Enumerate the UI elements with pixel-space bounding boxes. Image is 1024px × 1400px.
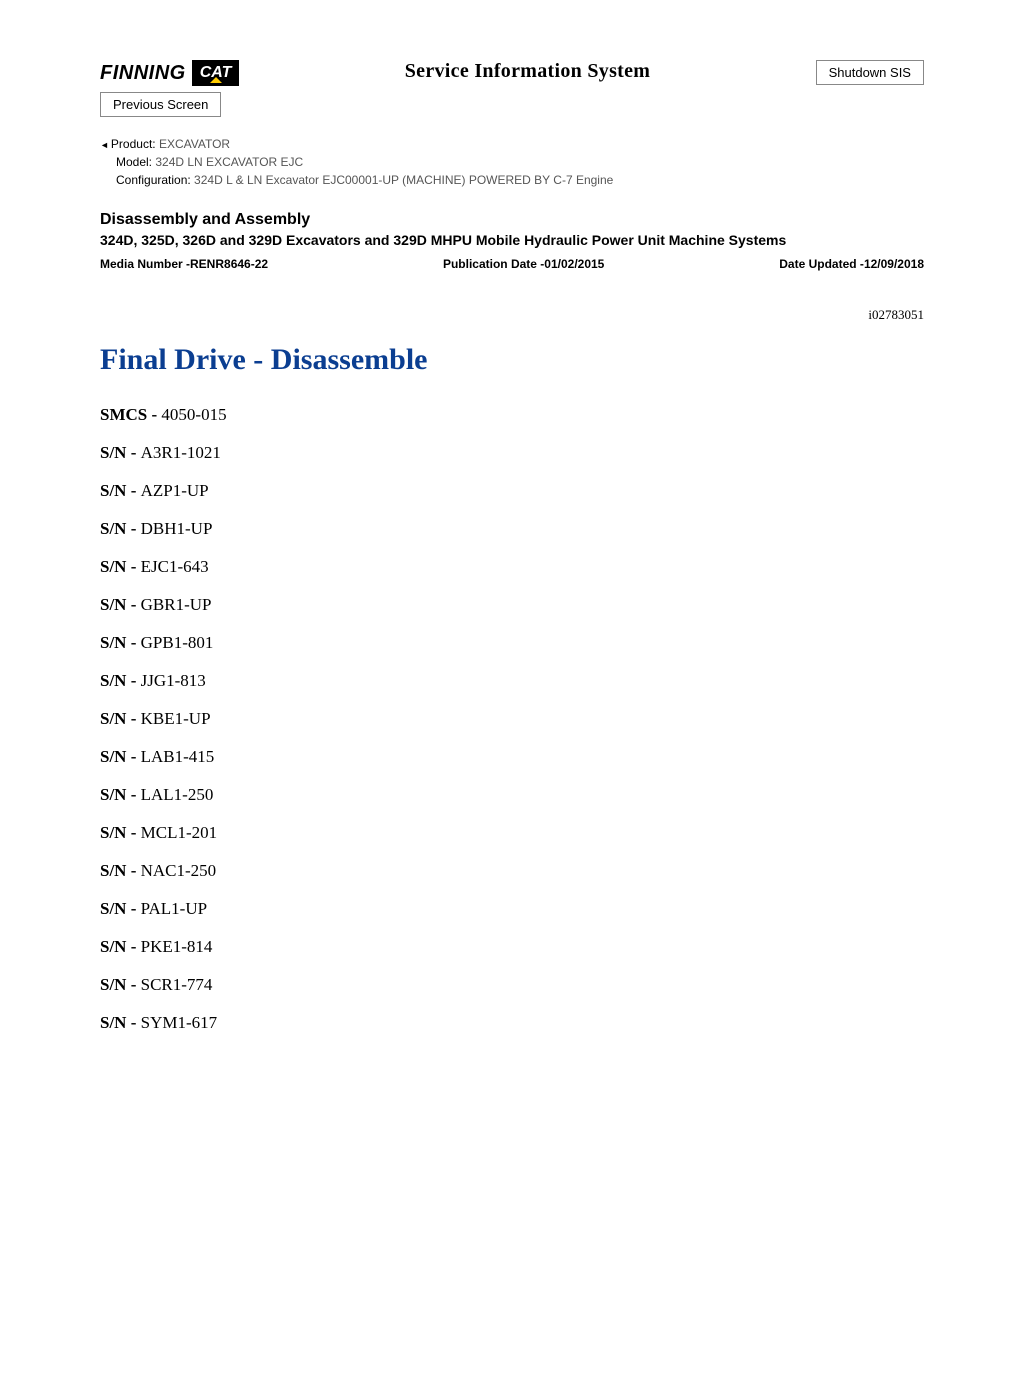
sn-label: S/N - (100, 823, 141, 842)
media-number: Media Number -RENR8646-22 (100, 257, 268, 271)
shutdown-sis-button[interactable]: Shutdown SIS (816, 60, 924, 85)
sn-value: PAL1-UP (141, 899, 207, 918)
media-number-label: Media Number - (100, 257, 190, 271)
sn-line: S/N - MCL1-201 (100, 823, 924, 843)
sn-label: S/N - (100, 861, 141, 880)
top-bar: FINNING CAT Previous Screen Service Info… (100, 60, 924, 117)
top-left-group: FINNING CAT Previous Screen (100, 60, 239, 117)
product-meta-block: Product: EXCAVATOR Model: 324D LN EXCAVA… (100, 137, 924, 187)
sn-value: DBH1-UP (141, 519, 213, 538)
sn-line: S/N - NAC1-250 (100, 861, 924, 881)
sn-line: S/N - LAL1-250 (100, 785, 924, 805)
sn-label: S/N - (100, 481, 141, 500)
sn-label: S/N - (100, 709, 141, 728)
meta-config-value: 324D L & LN Excavator EJC00001-UP (MACHI… (191, 173, 614, 187)
meta-row-config: Configuration: 324D L & LN Excavator EJC… (100, 173, 924, 187)
system-title: Service Information System (405, 60, 651, 83)
sn-line: S/N - AZP1-UP (100, 481, 924, 501)
sn-label: S/N - (100, 1013, 141, 1032)
sn-label: S/N - (100, 443, 141, 462)
page-title: Final Drive - Disassemble (100, 343, 924, 377)
sn-line: S/N - DBH1-UP (100, 519, 924, 539)
sn-line: S/N - GPB1-801 (100, 633, 924, 653)
sn-label: S/N - (100, 633, 141, 652)
sn-line: S/N - EJC1-643 (100, 557, 924, 577)
sn-line: S/N - JJG1-813 (100, 671, 924, 691)
sn-value: SYM1-617 (141, 1013, 218, 1032)
sn-value: NAC1-250 (141, 861, 217, 880)
sn-label: S/N - (100, 785, 141, 804)
sn-value: GPB1-801 (141, 633, 214, 652)
sn-line: S/N - PAL1-UP (100, 899, 924, 919)
previous-screen-button[interactable]: Previous Screen (100, 92, 221, 117)
sn-value: SCR1-774 (141, 975, 213, 994)
date-updated-value: 12/09/2018 (864, 257, 924, 271)
smcs-line: SMCS - 4050-015 (100, 405, 924, 425)
meta-product-value: EXCAVATOR (156, 137, 230, 151)
sn-line: S/N - LAB1-415 (100, 747, 924, 767)
sn-label: S/N - (100, 671, 141, 690)
date-updated: Date Updated -12/09/2018 (779, 257, 924, 271)
sn-value: JJG1-813 (141, 671, 206, 690)
sn-label: S/N - (100, 747, 141, 766)
sn-value: GBR1-UP (141, 595, 212, 614)
sn-rows-container: S/N - A3R1-1021S/N - AZP1-UPS/N - DBH1-U… (100, 443, 924, 1033)
sn-value: AZP1-UP (141, 481, 209, 500)
section-header: Disassembly and Assembly 324D, 325D, 326… (100, 211, 924, 271)
sn-line: S/N - PKE1-814 (100, 937, 924, 957)
sn-line: S/N - GBR1-UP (100, 595, 924, 615)
sn-value: MCL1-201 (141, 823, 218, 842)
meta-row-model: Model: 324D LN EXCAVATOR EJC (100, 155, 924, 169)
sn-value: PKE1-814 (141, 937, 213, 956)
sn-label: S/N - (100, 975, 141, 994)
smcs-value: 4050-015 (161, 405, 226, 424)
brand-logo: FINNING CAT (100, 60, 239, 86)
sn-label: S/N - (100, 557, 141, 576)
sn-value: LAL1-250 (141, 785, 214, 804)
meta-row-product: Product: EXCAVATOR (100, 137, 924, 151)
smcs-label: SMCS - (100, 405, 161, 424)
publication-row: Media Number -RENR8646-22 Publication Da… (100, 257, 924, 271)
sn-label: S/N - (100, 519, 141, 538)
media-number-value: RENR8646-22 (190, 257, 268, 271)
meta-model-value: 324D LN EXCAVATOR EJC (152, 155, 303, 169)
sn-line: S/N - KBE1-UP (100, 709, 924, 729)
sn-line: S/N - A3R1-1021 (100, 443, 924, 463)
publication-date: Publication Date -01/02/2015 (443, 257, 604, 271)
section-subheading: 324D, 325D, 326D and 329D Excavators and… (100, 231, 924, 251)
meta-model-label: Model: (116, 155, 152, 169)
logo-cat-badge: CAT (192, 60, 240, 86)
section-heading: Disassembly and Assembly (100, 211, 924, 229)
document-id: i02783051 (100, 307, 924, 323)
sn-label: S/N - (100, 899, 141, 918)
date-updated-label: Date Updated - (779, 257, 864, 271)
sn-value: EJC1-643 (141, 557, 209, 576)
publication-date-label: Publication Date - (443, 257, 544, 271)
publication-date-value: 01/02/2015 (544, 257, 604, 271)
meta-product-label: Product: (100, 137, 156, 151)
serial-number-list: SMCS - 4050-015 S/N - A3R1-1021S/N - AZP… (100, 405, 924, 1033)
sn-line: S/N - SCR1-774 (100, 975, 924, 995)
sn-value: LAB1-415 (141, 747, 215, 766)
sn-value: A3R1-1021 (141, 443, 221, 462)
sn-line: S/N - SYM1-617 (100, 1013, 924, 1033)
sn-label: S/N - (100, 937, 141, 956)
sn-value: KBE1-UP (141, 709, 211, 728)
logo-finning-text: FINNING (100, 62, 186, 85)
meta-config-label: Configuration: (116, 173, 191, 187)
sn-label: S/N - (100, 595, 141, 614)
